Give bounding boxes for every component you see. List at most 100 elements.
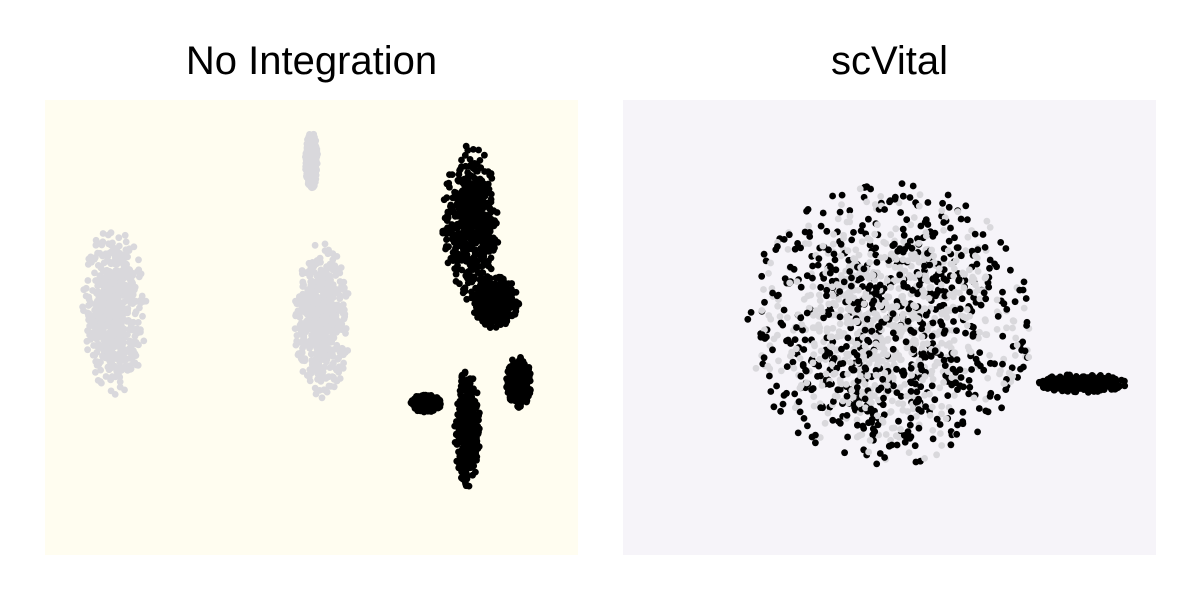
scatter-point [972, 252, 979, 260]
scatter-point [849, 393, 857, 401]
scatter-point [898, 180, 906, 187]
scatter-point [844, 352, 852, 360]
scatter-point [523, 398, 530, 406]
scatter-point [470, 253, 478, 261]
scatter-point [477, 245, 485, 252]
scatter-point [937, 281, 945, 289]
scatter-point [956, 305, 964, 313]
scatter-point [441, 214, 449, 222]
scatter-point [865, 215, 872, 223]
scatter-point [129, 272, 137, 279]
scatter-point [111, 310, 119, 318]
scatter-point [344, 347, 352, 354]
scatter-point [896, 264, 904, 271]
scatter-point [471, 194, 478, 202]
scatter-point [322, 341, 329, 348]
scatter-point [93, 335, 101, 342]
scatter-point [951, 392, 958, 399]
scatter-point [939, 199, 946, 207]
scatter-point [891, 195, 899, 203]
scatter-point [846, 288, 853, 296]
scatter-point [305, 143, 313, 151]
scatter-point [468, 393, 475, 400]
scatter-point [464, 211, 472, 218]
scatter-point [856, 270, 863, 277]
scatter-point [926, 411, 934, 419]
scatter-point [909, 182, 917, 190]
scatter-point [79, 303, 86, 311]
scatter-point [940, 226, 947, 234]
scatter-point [1003, 306, 1011, 313]
scatter-point [135, 266, 143, 274]
scatter-point [971, 230, 979, 238]
scatter-point [323, 388, 331, 396]
scatter-point [502, 289, 509, 296]
scatter-point [836, 419, 844, 427]
scatter-point [819, 242, 827, 250]
scatter-point [823, 292, 830, 300]
scatter-point [99, 352, 106, 360]
scatter-point [792, 345, 800, 353]
scatter-point [117, 255, 125, 263]
scatter-point [912, 412, 920, 420]
scatter-point [477, 263, 485, 270]
scatter-point [312, 336, 320, 344]
scatter-point [116, 343, 124, 351]
scatter-point [452, 223, 459, 231]
scatter-point [313, 330, 320, 337]
scatter-point [907, 221, 915, 229]
scatter-point [467, 461, 475, 469]
scatter-point [938, 402, 946, 410]
scatter-point [799, 326, 806, 334]
scatter-point [999, 288, 1006, 296]
scatter-point [115, 234, 123, 242]
scatter-point [475, 146, 482, 154]
scatter-point [804, 422, 811, 430]
scatter-point [844, 399, 852, 407]
scatter-point [986, 392, 994, 400]
scatter-point [476, 175, 484, 183]
scatter-point [915, 315, 922, 323]
scatter-point [116, 373, 124, 381]
scatter-point [469, 266, 477, 273]
scatter-point [929, 375, 937, 383]
scatter-point [329, 373, 336, 381]
scatter-point [881, 206, 888, 213]
scatter-point [893, 441, 901, 449]
scatter-point [142, 297, 150, 305]
scatter-point [309, 294, 317, 302]
scatter-point [817, 372, 825, 380]
scatter-point [966, 266, 973, 274]
scatter-point [947, 224, 954, 232]
scatter-point [838, 201, 845, 208]
scatter-point [951, 306, 959, 314]
scatter-point [441, 227, 448, 234]
scatter-point [471, 160, 479, 168]
scatter-point [465, 179, 473, 187]
scatter-point [806, 229, 813, 236]
scatter-point [767, 315, 775, 323]
scatter-point [99, 252, 106, 260]
scatter-point [951, 288, 959, 296]
scatter-point [318, 394, 326, 402]
scatter-point [475, 231, 483, 239]
scatter-point [311, 289, 319, 296]
scatter-point [801, 336, 809, 344]
scatter-point [744, 315, 752, 323]
scatter-point [844, 334, 852, 342]
scatter-point [837, 252, 845, 260]
scatter-point [459, 187, 466, 195]
scatter-point [97, 295, 104, 302]
scatter-point [904, 408, 911, 415]
scatter-point [313, 309, 321, 317]
scatter-point [452, 244, 459, 252]
scatter-point [1012, 334, 1020, 342]
scatter-point [861, 364, 869, 372]
scatter-point [800, 346, 808, 353]
scatter-point [329, 334, 337, 342]
scatter-point [138, 292, 146, 300]
scatter-point [959, 408, 967, 416]
scatter-point [485, 262, 493, 270]
scatter-point [524, 391, 532, 399]
scatter-point [336, 278, 344, 285]
